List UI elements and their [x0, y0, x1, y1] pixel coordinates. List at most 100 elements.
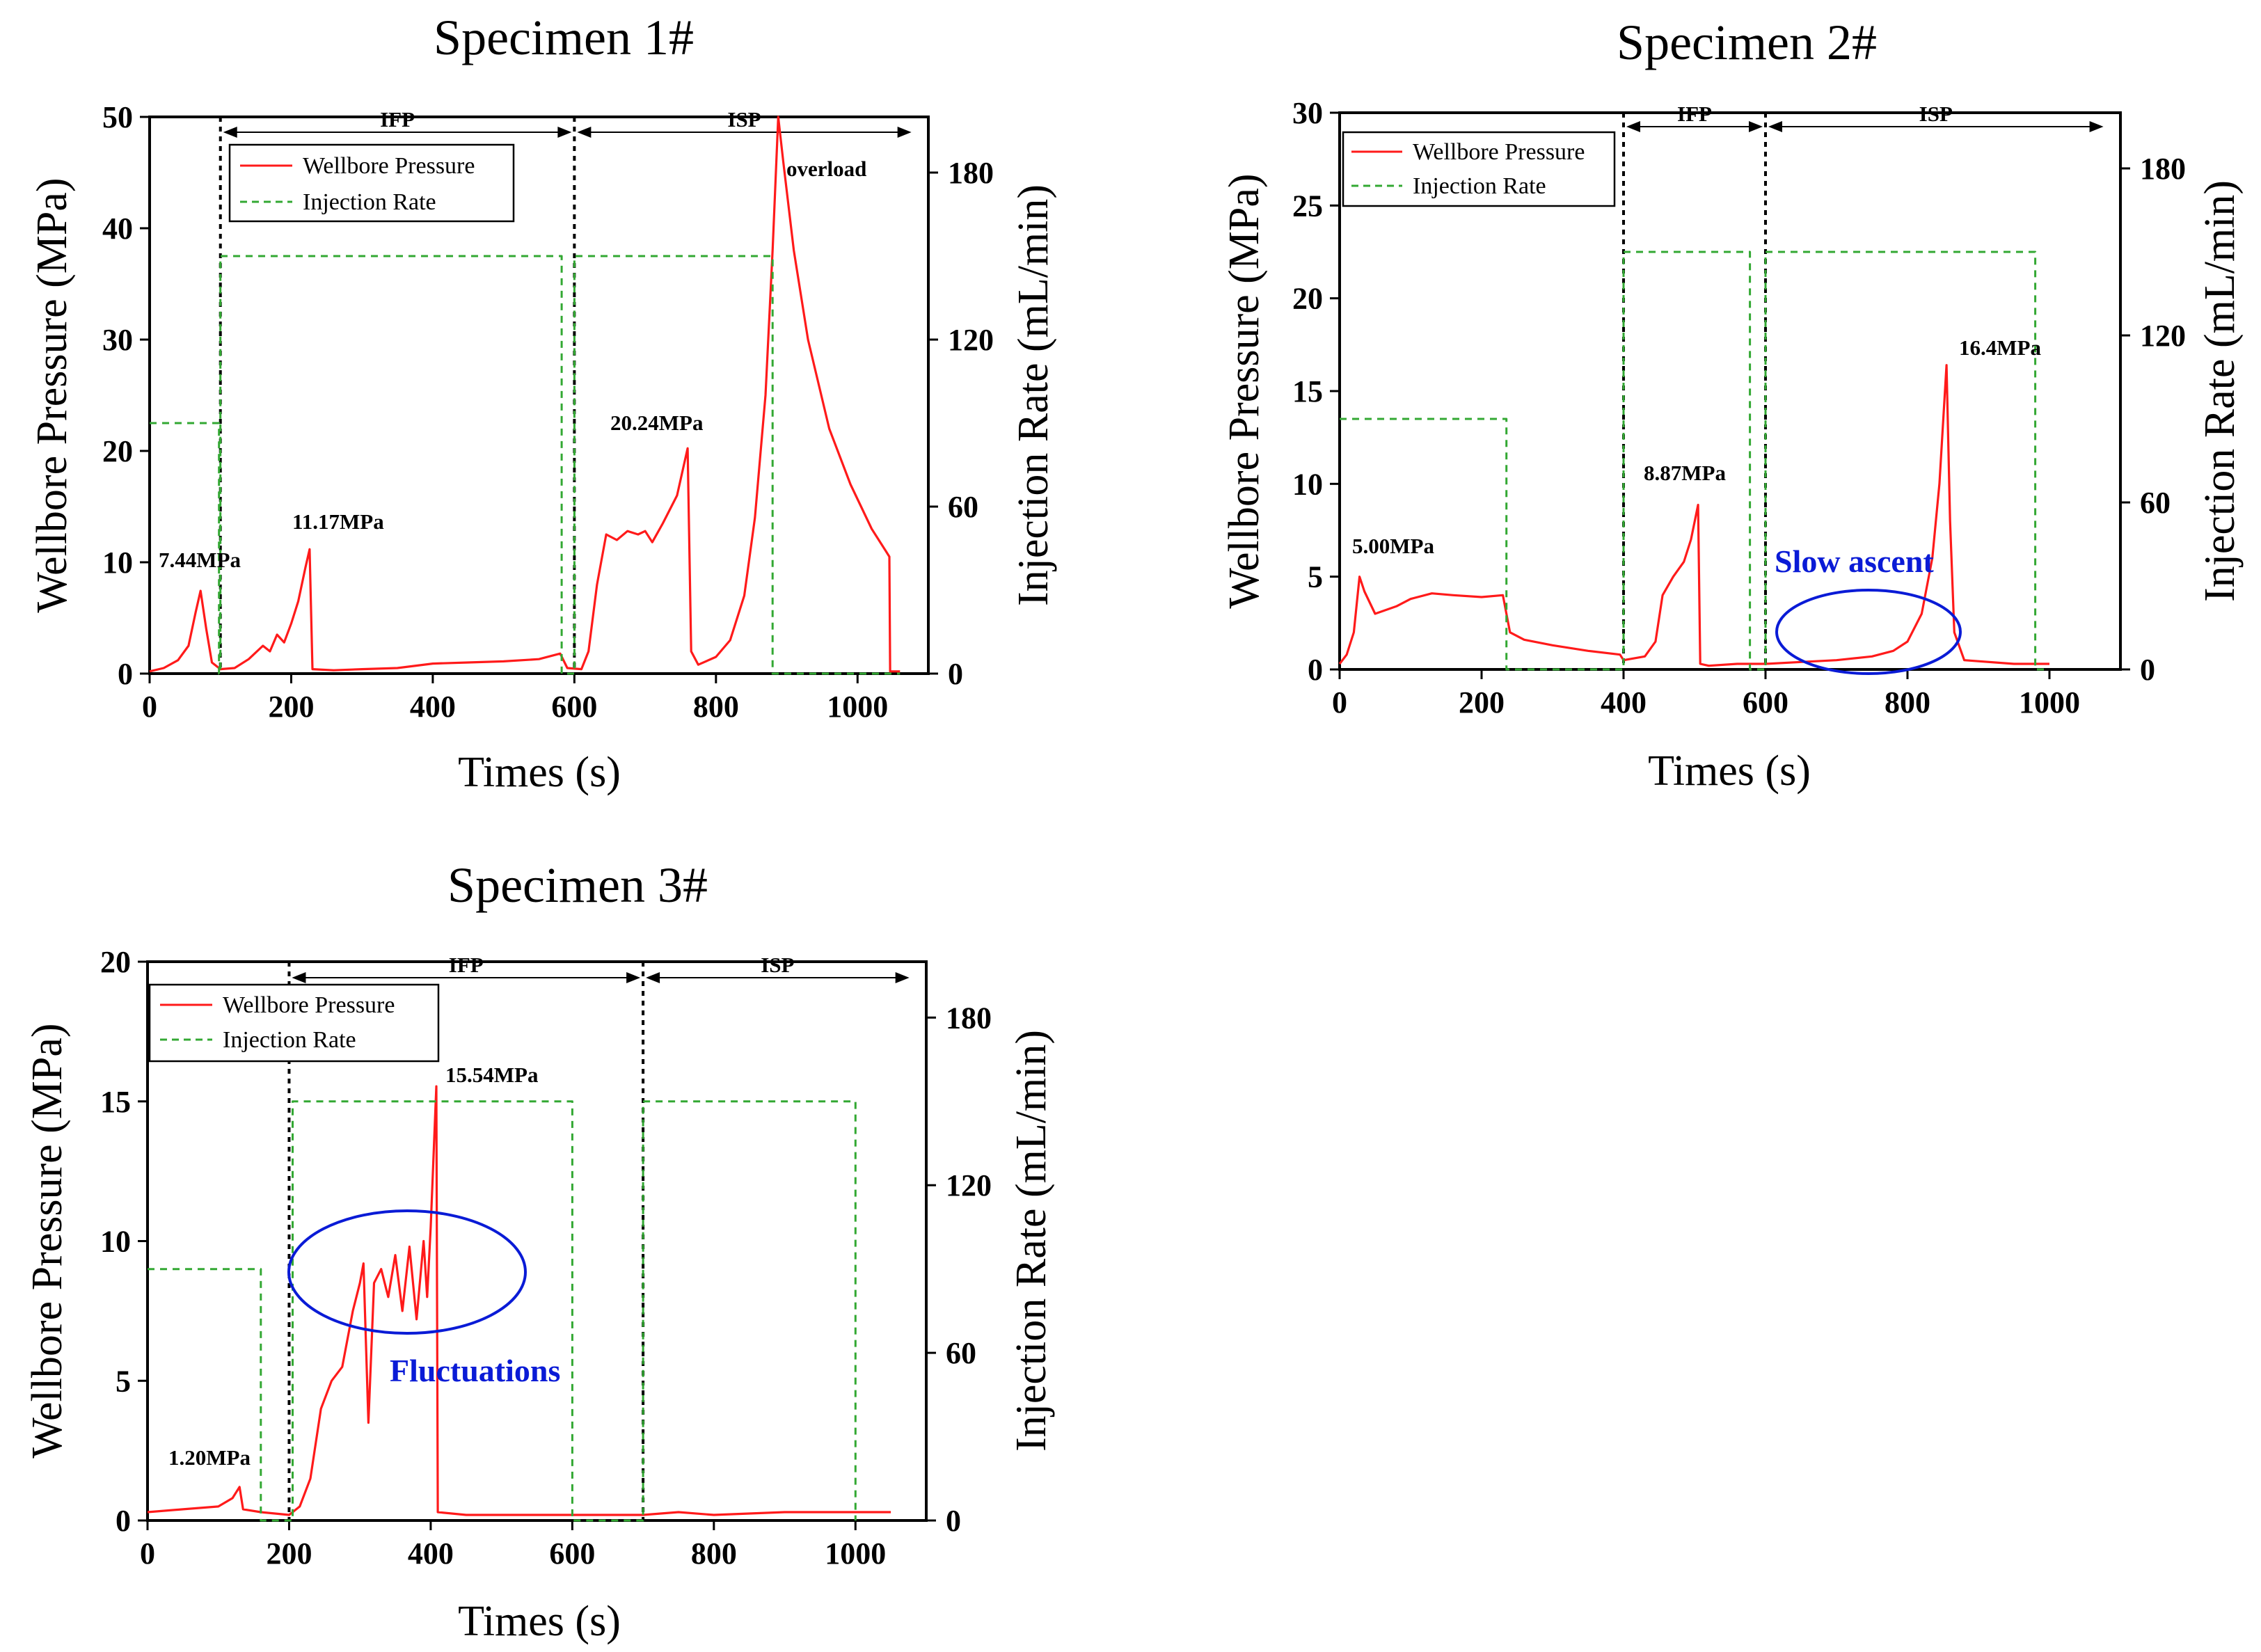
y-tick-label: 10	[1292, 467, 1323, 501]
phase-markers: IFP ISP	[1622, 102, 2104, 669]
wellbore-pressure-line	[1338, 364, 2049, 667]
legend: Wellbore Pressure Injection Rate	[228, 143, 515, 223]
x-tick-label: 400	[408, 1536, 454, 1571]
y-axis-label: Wellbore Pressure (MPa)	[1221, 173, 1268, 608]
x-tick-label: 800	[691, 1536, 737, 1571]
panel-specimen-2: Specimen 2# 0 200 400 600 800 1000 0 5 10 15 20 25 3…	[1221, 15, 2244, 795]
y2-tick-label: 180	[948, 156, 994, 190]
peak-annotation: 5.00MPa	[1352, 534, 1434, 558]
phase-label: IFP	[449, 953, 484, 977]
legend: Wellbore Pressure Injection Rate	[1342, 131, 1616, 207]
y2-tick-label: 180	[2140, 152, 2186, 186]
peak-annotation: 7.44MPa	[159, 548, 241, 572]
chart-title: Specimen 3#	[447, 857, 708, 913]
x-tick-label: 1000	[825, 1536, 886, 1571]
peak-annotation: 1.20MPa	[168, 1445, 251, 1470]
y-tick-label: 30	[1292, 96, 1323, 130]
legend-box	[1342, 131, 1616, 207]
y2-tick-label: 180	[946, 1001, 992, 1035]
x-tick-label: 1000	[2019, 685, 2080, 720]
panel-specimen-1: Specimen 1# 0 200 400 600 800 100001020304050…	[29, 10, 1057, 796]
overload-annotation: overload	[786, 157, 866, 181]
peak-annotation: 15.54MPa	[445, 1063, 539, 1087]
phase-arrowhead	[292, 972, 306, 983]
phase-arrowhead	[1626, 121, 1640, 132]
y2-tick-label: 0	[2140, 653, 2155, 687]
peak-annotation: 11.17MPa	[292, 509, 384, 534]
x-tick-label: 800	[693, 690, 739, 724]
y-tick-label: 10	[100, 1225, 131, 1259]
x-tick-label: 800	[1885, 685, 1930, 720]
phase-label: ISP	[761, 953, 794, 977]
phase-arrowhead	[1749, 121, 1763, 132]
phase-arrowhead	[557, 127, 572, 138]
phase-markers: IFP ISP	[287, 953, 910, 1520]
y-tick-label: 25	[1292, 189, 1323, 223]
phase-markers: IFP ISP	[219, 107, 912, 674]
phase-arrowhead	[223, 127, 237, 138]
chart-title: Specimen 1#	[434, 10, 694, 65]
x-tick-label: 200	[268, 690, 314, 724]
wellbore-pressure-line	[147, 1085, 891, 1516]
y2-tick-label: 120	[946, 1168, 992, 1202]
x-tick-label: 0	[1332, 685, 1347, 720]
y2-tick-label: 0	[948, 657, 963, 691]
x-tick-label: 600	[1743, 685, 1788, 720]
series-group	[1338, 251, 2049, 671]
y2-tick-label: 120	[948, 323, 994, 357]
panel-specimen-3: Specimen 3# 0 200 400 600 800 100005101520060…	[24, 857, 1055, 1645]
series-group	[147, 1085, 891, 1522]
tick-group: 0 200 400 600 800 1000 0 5 10 15 20 25 30 0 60 120 180	[1292, 96, 2186, 720]
y-tick-label: 20	[100, 945, 131, 979]
x-axis-label: Times (s)	[1648, 747, 1811, 795]
phase-arrowhead	[577, 127, 592, 138]
legend-label-rate: Injection Rate	[223, 1027, 356, 1053]
legend-label-rate: Injection Rate	[1413, 173, 1546, 199]
phase-label: IFP	[1677, 102, 1712, 126]
y-tick-label: 20	[102, 434, 133, 468]
x-tick-label: 600	[549, 1536, 595, 1571]
phase-label: ISP	[1919, 102, 1953, 126]
phase-arrowhead	[646, 972, 660, 983]
wellbore-pressure-line	[149, 116, 901, 673]
x-axis-label: Times (s)	[458, 749, 621, 796]
legend-label-rate: Injection Rate	[303, 189, 436, 215]
chart-title: Specimen 2#	[1617, 15, 1877, 70]
x-tick-label: 400	[1601, 685, 1647, 720]
y-tick-label: 15	[1292, 374, 1323, 408]
y-tick-label: 20	[1292, 282, 1323, 316]
x-tick-label: 400	[410, 690, 456, 724]
injection-rate-line	[150, 255, 901, 675]
y-axis-label: Wellbore Pressure (MPa)	[29, 177, 76, 612]
peak-annotation: 20.24MPa	[610, 411, 704, 435]
y2-axis-label: Injection Rate (mL/min)	[1008, 1030, 1055, 1452]
y2-tick-label: 60	[946, 1336, 976, 1370]
injection-rate-line	[1340, 251, 2049, 671]
phase-arrowhead	[895, 972, 910, 983]
phase-arrowhead	[626, 972, 641, 983]
y-tick-label: 0	[118, 657, 133, 691]
highlight-ellipse	[287, 1209, 527, 1335]
y-tick-label: 40	[102, 212, 133, 246]
plot-frame	[148, 116, 930, 675]
y-tick-label: 5	[116, 1364, 131, 1398]
x-tick-label: 200	[1459, 685, 1505, 720]
y2-tick-label: 120	[2140, 319, 2186, 353]
injection-rate-line	[148, 1100, 857, 1522]
legend-box	[148, 983, 440, 1063]
y-tick-label: 0	[1308, 653, 1323, 687]
x-tick-label: 200	[266, 1536, 312, 1571]
phase-label: IFP	[380, 107, 415, 132]
y2-axis-label: Injection Rate (mL/min)	[2196, 180, 2244, 602]
y-tick-label: 30	[102, 323, 133, 357]
phase-label: ISP	[727, 107, 761, 132]
y-tick-label: 5	[1308, 560, 1323, 594]
x-tick-label: 0	[142, 690, 157, 724]
series-group	[149, 116, 901, 675]
x-axis-label: Times (s)	[458, 1598, 621, 1645]
phase-arrowhead	[897, 127, 912, 138]
legend-label-pressure: Wellbore Pressure	[223, 992, 395, 1018]
legend-box	[228, 143, 515, 223]
